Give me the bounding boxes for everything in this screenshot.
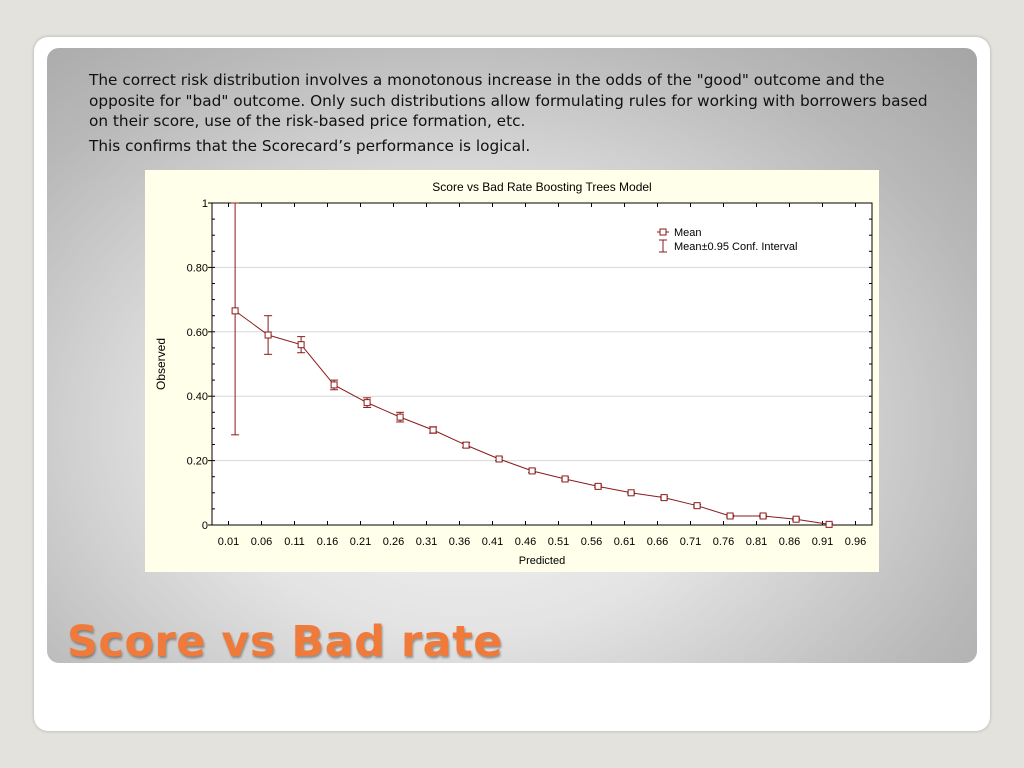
mean-point (330, 381, 338, 389)
x-tick-label: 0.66 (647, 536, 668, 548)
plot-area (211, 202, 873, 526)
legend-label: Mean±0.95 Conf. Interval (674, 241, 797, 253)
x-tick-label: 0.76 (713, 536, 734, 548)
mean-point (759, 512, 767, 520)
mean-point (627, 489, 635, 497)
chart-container: 0 0.20 0.40 0.60 0.80 1 0.01 0.06 0.11 0.16 0.21 0.… (145, 170, 879, 572)
mean-point (396, 413, 404, 421)
x-tick-label: 0.01 (218, 536, 239, 548)
mean-point (495, 455, 503, 463)
mean-point (726, 512, 734, 520)
x-tick-label: 0.46 (515, 536, 536, 548)
y-tick-label: 0 (202, 520, 208, 532)
x-tick-label: 0.91 (812, 536, 833, 548)
x-tick-label: 0.56 (581, 536, 602, 548)
x-tick-label: 0.61 (614, 536, 635, 548)
legend-label: Mean (674, 227, 702, 239)
y-tick-label: 0.40 (187, 391, 208, 403)
mean-point (462, 441, 470, 449)
x-tick-label: 0.71 (680, 536, 701, 548)
x-tick-label: 0.86 (779, 536, 800, 548)
x-tick-label: 0.11 (284, 536, 305, 548)
y-tick-label: 1 (202, 198, 208, 210)
x-tick-label: 0.36 (449, 536, 470, 548)
x-tick-label: 0.26 (383, 536, 404, 548)
slide-title: Score vs Bad rate (67, 617, 503, 667)
body-conclusion: This confirms that the Scorecard’s perfo… (89, 137, 531, 155)
x-tick-label: 0.51 (548, 536, 569, 548)
y-tick-label: 0.60 (187, 327, 208, 339)
x-tick-label: 0.96 (845, 536, 866, 548)
mean-point (231, 307, 239, 315)
bad-rate-chart: 0 0.20 0.40 0.60 0.80 1 0.01 0.06 0.11 0.16 0.21 0.… (154, 180, 873, 567)
mean-point (825, 520, 833, 528)
body-paragraph: The correct risk distribution involves a… (89, 71, 928, 130)
x-tick-label: 0.21 (350, 536, 371, 548)
mean-point (693, 502, 701, 510)
mean-point (792, 515, 800, 523)
x-tick-label: 0.31 (416, 536, 437, 548)
chart-title: Score vs Bad Rate Boosting Trees Model (432, 180, 651, 194)
x-tick-label: 0.81 (746, 536, 767, 548)
mean-point (594, 482, 602, 490)
y-tick-label: 0.20 (187, 456, 208, 468)
mean-point (363, 399, 371, 407)
mean-point (561, 475, 569, 483)
x-tick-label: 0.06 (251, 536, 272, 548)
mean-point (528, 467, 536, 475)
mean-point (660, 494, 668, 502)
x-axis-label: Predicted (519, 555, 565, 567)
legend-marker (659, 228, 667, 236)
mean-point (264, 331, 272, 339)
mean-point (429, 426, 437, 434)
mean-point (297, 341, 305, 349)
x-tick-label: 0.16 (317, 536, 338, 548)
y-axis-label: Observed (154, 338, 168, 390)
y-tick-label: 0.80 (187, 262, 208, 274)
x-tick-label: 0.41 (482, 536, 503, 548)
